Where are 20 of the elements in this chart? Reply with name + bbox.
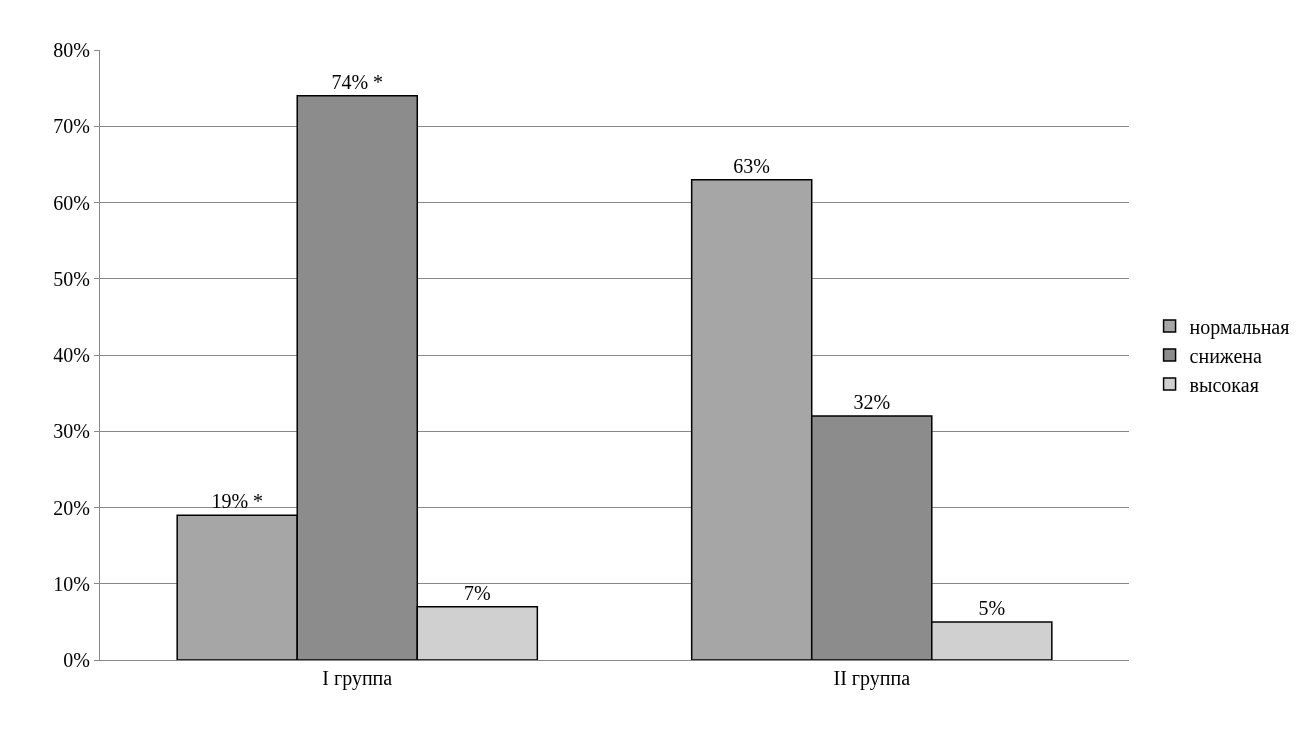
x-tick-label: II группа — [833, 667, 911, 690]
y-tick-label: 80% — [53, 39, 90, 61]
data-label: 5% — [978, 596, 1006, 619]
legend-label: высокая — [1189, 373, 1259, 396]
y-tick-label: 60% — [53, 191, 90, 214]
data-label: 74% * — [331, 70, 384, 93]
y-tick-label: 20% — [53, 496, 90, 519]
y-tick-label: 10% — [53, 572, 90, 595]
data-label: 63% — [733, 154, 771, 177]
y-tick-label: 0% — [63, 649, 90, 671]
y-tick-label: 70% — [53, 115, 90, 138]
legend-label: нормальная — [1189, 315, 1290, 339]
y-tick-label: 40% — [53, 344, 90, 366]
data-label: 7% — [463, 581, 491, 604]
legend-label: снижена — [1189, 344, 1262, 367]
y-tick-label: 50% — [53, 267, 90, 290]
x-tick-label: I группа — [322, 667, 393, 690]
data-label: 32% — [853, 391, 891, 413]
data-label: 19% * — [211, 490, 264, 513]
y-tick-label: 30% — [53, 420, 90, 443]
